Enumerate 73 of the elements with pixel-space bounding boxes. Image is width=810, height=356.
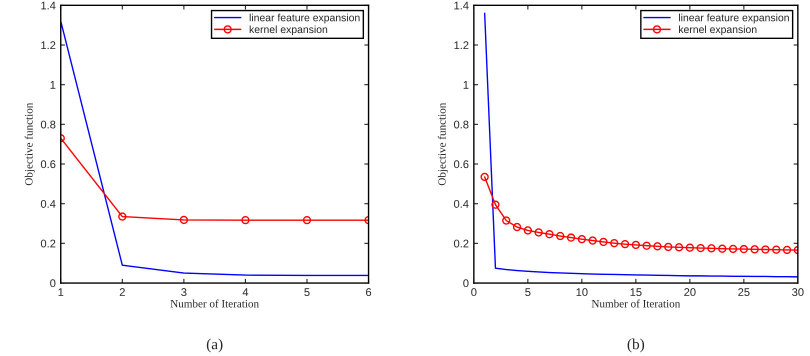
x-tick-label: 2 (120, 288, 125, 296)
point (302, 216, 312, 224)
legend-label: linear feature expansion (679, 14, 789, 24)
point (534, 228, 543, 237)
point (664, 242, 672, 252)
point (718, 244, 726, 253)
point (502, 216, 510, 225)
point (761, 245, 770, 254)
point (241, 216, 250, 224)
x-tick-label: 10 (576, 288, 588, 296)
point (556, 232, 564, 240)
point (578, 235, 586, 244)
y-tick-label: 1.2 (454, 41, 468, 50)
point (653, 242, 662, 250)
point (566, 233, 576, 242)
y-axis-title: Objective function (24, 102, 35, 186)
y-tick-label: 0.8 (454, 120, 469, 128)
point (524, 226, 532, 235)
x-tick-label: 25 (738, 288, 750, 296)
line-series (484, 12, 798, 278)
point (620, 240, 630, 248)
x-axis-title: Number of Iteration (592, 300, 680, 308)
y-axis-title: Objective function (438, 102, 448, 186)
point (686, 244, 694, 252)
text: (b) (628, 338, 644, 352)
legend-label: kernel expansion (250, 25, 328, 36)
x-tick-label: 30 (792, 288, 804, 296)
point (599, 238, 608, 246)
x-tick-label: 1 (58, 288, 64, 296)
point (728, 244, 738, 254)
y-tick-label: 0.6 (40, 160, 56, 168)
y-tick-label: 0.6 (454, 160, 468, 168)
y-tick-label: 1.4 (454, 2, 469, 10)
x-tick-label: 0 (471, 288, 477, 296)
y-tick-label: 0.8 (40, 120, 56, 128)
point (180, 216, 188, 224)
text: (a) (206, 338, 222, 352)
x-tick-label: 5 (525, 288, 530, 296)
point (632, 240, 640, 250)
point (772, 246, 780, 254)
x-tick-label: 3 (181, 288, 186, 296)
x-tick-label: 6 (366, 288, 372, 296)
legend-label: kernel expansion (679, 25, 756, 36)
y-tick-label: 0 (463, 279, 469, 288)
x-tick-label: 4 (242, 288, 248, 296)
point (642, 242, 651, 250)
point (707, 244, 716, 252)
point (118, 212, 126, 221)
point (696, 244, 705, 252)
point (782, 246, 792, 254)
point (674, 243, 684, 252)
x-tick-label: 20 (684, 288, 696, 296)
legend-label: linear feature expansion (250, 14, 360, 24)
point (545, 230, 554, 238)
point (750, 245, 759, 254)
point (512, 222, 522, 232)
y-tick-label: 1.2 (41, 41, 56, 50)
y-tick-label: 1 (464, 81, 468, 89)
y-tick-label: 0.4 (40, 200, 56, 208)
y-tick-label: 0.2 (40, 240, 56, 248)
point (610, 238, 618, 248)
y-tick-label: 1.4 (41, 2, 56, 10)
point (740, 244, 748, 254)
y-tick-label: 0.4 (454, 200, 469, 208)
x-tick-label: 5 (304, 288, 310, 296)
y-tick-label: 0 (50, 279, 56, 288)
x-tick-label: 15 (630, 288, 642, 296)
point (588, 236, 597, 245)
point (480, 172, 489, 182)
point (491, 200, 500, 209)
y-tick-label: 1 (50, 81, 56, 89)
x-axis-title: Number of Iteration (170, 300, 259, 308)
y-tick-label: 0.2 (454, 240, 468, 248)
